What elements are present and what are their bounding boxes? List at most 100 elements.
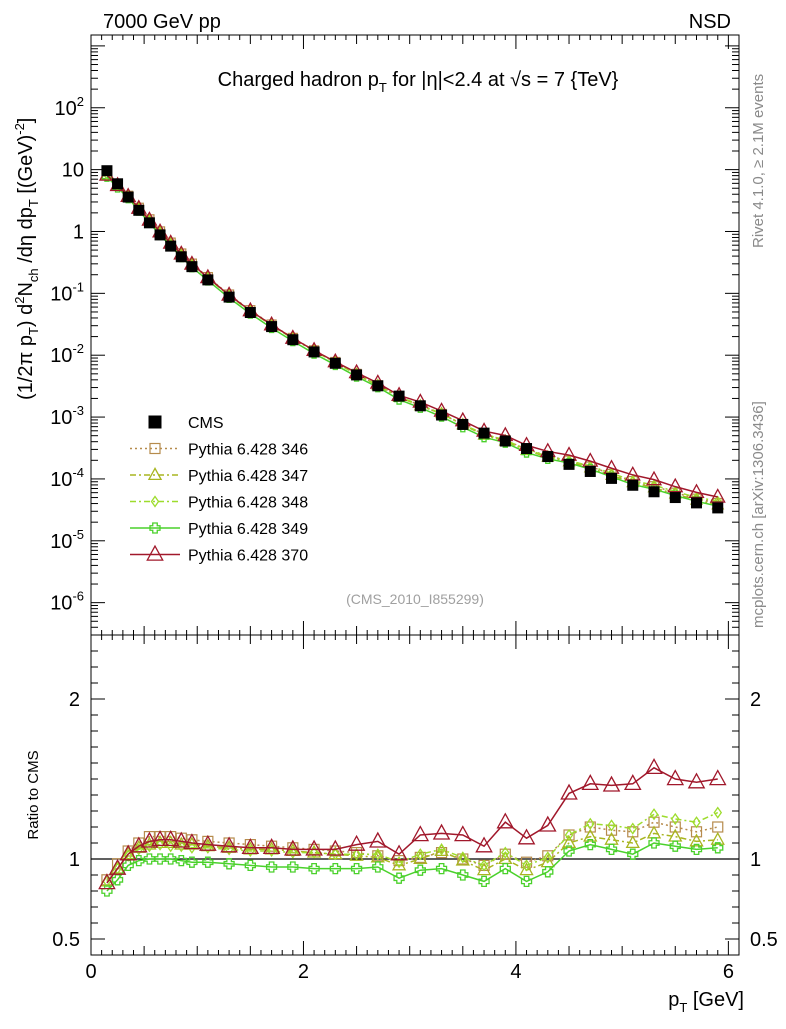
series-5-ratio-point [538, 815, 557, 832]
series-5-ratio-point [645, 758, 663, 775]
series-3-ratio-point [437, 843, 446, 856]
cms-data-point [165, 240, 177, 252]
legend-marker-1 [149, 442, 161, 455]
series-4-ratio-point [669, 840, 681, 852]
legend-label-cms: CMS [188, 415, 224, 432]
series-4-ratio-point [605, 843, 618, 856]
cms-data-point [143, 217, 155, 229]
y-axis-label-ratio: Ratio to CMS [25, 750, 42, 839]
series-4-ratio-point [712, 842, 724, 854]
cms-data-point [329, 357, 341, 369]
series-5-ratio-point [108, 858, 127, 875]
cms-data-point [223, 291, 235, 303]
header-right: NSD [689, 11, 731, 33]
y-tick-label: 10-4 [50, 465, 84, 491]
series-3-ratio-point [187, 841, 197, 854]
series-3-ratio-point [649, 808, 659, 821]
cms-data-point [627, 479, 639, 491]
series-4-ratio-point [186, 856, 198, 868]
series-3-ratio-point [331, 848, 340, 861]
series-4-ratio-point [435, 862, 448, 875]
series-4-ratio-point [287, 861, 299, 873]
cms-data-point [521, 443, 533, 455]
y-tick-label: 10 [62, 160, 84, 182]
series-2-ratio-point [625, 835, 640, 849]
cms-data-point [712, 502, 724, 514]
series-5-ratio-point [183, 833, 201, 850]
cms-data-point [154, 229, 166, 241]
x-tick-label: 4 [510, 961, 521, 983]
x-tick-label: 6 [723, 961, 734, 983]
y-tick-label: 1 [73, 221, 84, 243]
series-1-ratio-point [265, 840, 278, 852]
series-4-ratio-point [329, 862, 341, 875]
series-3-ratio-point [416, 848, 425, 861]
series-2-ratio-point [391, 857, 407, 871]
ratio-y-tick-label: 0.5 [52, 929, 80, 951]
ratio-y-tick-label-right: 2 [750, 689, 761, 711]
series-3-ratio-point [501, 846, 510, 859]
series-4-ratio-point [457, 869, 469, 881]
series-5-ratio-point [475, 836, 493, 853]
series-4-ratio-point [133, 854, 145, 867]
series-5-ratio-point [708, 769, 727, 786]
series-3-ratio-point [145, 840, 154, 853]
series-5-ratio-point [98, 873, 116, 890]
series-5-ratio-point [241, 838, 260, 855]
y-axis-label-main: (1/2π pT) d2Nch /dη dpT [(GeV)-2] [12, 118, 41, 400]
y-tick-label: 10-1 [50, 279, 84, 305]
cms-data-point [202, 274, 214, 286]
cms-data-point [542, 451, 554, 463]
series-5-main-point [709, 488, 726, 503]
legend-label-4: Pythia 6.428 349 [188, 521, 308, 538]
series-5-ratio-point [161, 830, 180, 847]
cms-data-point [669, 492, 681, 504]
series-5-ratio-point [220, 836, 238, 853]
series-3-ratio-point [692, 816, 701, 829]
series-3-ratio-point [394, 856, 404, 869]
series-1-ratio-point [542, 850, 554, 862]
series-3-ratio-point [543, 851, 553, 864]
legend-marker-2 [147, 467, 163, 481]
series-3-ratio-point [288, 846, 298, 859]
series-3-ratio-point [155, 838, 165, 851]
series-4-ratio-point [223, 858, 235, 870]
series-3-ratio-point [670, 812, 680, 826]
series-4-ratio-point [478, 875, 490, 888]
y-tick-label: 10-3 [50, 403, 84, 429]
series-4-ratio-point [627, 848, 639, 860]
y-tick-label: 102 [55, 94, 84, 120]
series-5-ratio-point [172, 831, 191, 848]
series-2-ratio-point [519, 862, 534, 876]
series-4-ratio-point [165, 853, 177, 865]
legend-label-5: Pythia 6.428 370 [188, 548, 308, 565]
series-2-ratio-point [710, 831, 725, 845]
series-3-ratio-point [479, 859, 489, 872]
cms-data-point [648, 486, 660, 498]
series-4-ratio-point [648, 837, 660, 849]
cms-data-point [287, 334, 299, 346]
legend-label-2: Pythia 6.428 347 [188, 468, 308, 485]
cms-data-point [175, 251, 187, 263]
ratio-y-tick-label: 2 [69, 689, 80, 711]
series-4-ratio-point [372, 861, 384, 873]
series-3-ratio-point [458, 851, 468, 864]
cms-data-point [436, 409, 448, 421]
series-3-ratio-point [564, 828, 574, 842]
series-2-ratio-point [455, 852, 470, 866]
cms-data-point [584, 465, 596, 477]
series-4-ratio-point [542, 866, 554, 878]
series-3-ratio-point [224, 843, 234, 856]
series-3-ratio-point [607, 819, 616, 832]
series-5-ratio-point [517, 828, 536, 845]
cms-data-point [499, 435, 511, 447]
series-2-ratio-point [561, 835, 577, 849]
series-5-ratio-point [305, 839, 323, 856]
series-4-ratio-point [350, 862, 363, 875]
series-3-ratio-point [203, 841, 213, 854]
cms-data-point [393, 390, 405, 402]
series-3-ratio-point [309, 846, 319, 859]
cms-data-point [478, 427, 490, 439]
legend-label-1: Pythia 6.428 346 [188, 442, 308, 459]
